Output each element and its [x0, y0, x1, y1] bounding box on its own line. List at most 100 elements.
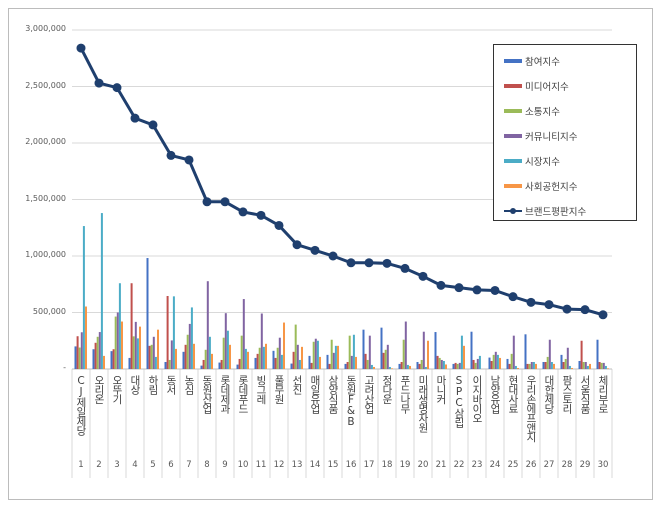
bar	[528, 363, 531, 369]
bar	[584, 361, 587, 369]
bar	[546, 356, 549, 369]
bar	[384, 349, 387, 369]
x-category-number: 26	[525, 460, 537, 470]
x-category-label: 매일유업	[309, 375, 321, 413]
line-point	[526, 297, 536, 307]
bar	[164, 361, 167, 369]
bar	[94, 342, 97, 369]
bar	[582, 361, 585, 369]
legend-label: 참여지수	[525, 57, 560, 68]
bar	[134, 321, 137, 369]
legend-item: 커뮤니티지수	[504, 129, 577, 143]
legend-item: 브랜드평판지수	[504, 204, 586, 218]
bar	[364, 353, 367, 369]
bar	[517, 367, 519, 369]
bar	[440, 359, 443, 369]
line-point	[544, 300, 554, 310]
bar	[247, 351, 249, 369]
x-category-label: 삼양식품	[327, 375, 339, 413]
bar	[402, 339, 405, 369]
bar	[146, 258, 149, 369]
x-category-number: 4	[132, 460, 138, 470]
bar	[276, 347, 279, 369]
bar	[240, 335, 243, 369]
bar	[236, 364, 239, 369]
bar	[272, 350, 275, 369]
y-tick-label: 1,000,000	[25, 250, 66, 259]
line-point	[94, 78, 104, 88]
bar	[168, 359, 171, 369]
bar	[132, 336, 135, 369]
bar	[418, 363, 421, 369]
bar	[506, 358, 509, 369]
bar	[348, 335, 351, 369]
bar	[550, 361, 553, 369]
bar	[548, 339, 551, 369]
x-category-label: 대상	[129, 375, 141, 394]
x-category-number: 12	[273, 460, 285, 470]
x-category-number: 20	[417, 460, 429, 470]
x-category-label: 서울식품	[579, 375, 591, 413]
x-category-label: 현대사료	[507, 375, 519, 413]
line-point	[292, 240, 302, 250]
x-category-number: 22	[453, 460, 465, 470]
bar	[148, 345, 151, 369]
bar	[514, 365, 517, 369]
legend-label: 브랜드평판지수	[525, 207, 587, 218]
line-point	[202, 197, 212, 207]
bar	[254, 357, 257, 369]
x-category-label: 롯데제과	[219, 375, 231, 413]
line-point	[490, 285, 500, 295]
bar	[112, 349, 115, 369]
x-category-number: 28	[561, 460, 573, 470]
line-point	[328, 251, 338, 261]
bar	[434, 332, 437, 369]
bar	[290, 363, 293, 369]
line-point	[184, 155, 194, 165]
bar	[274, 357, 277, 369]
x-category-label: 푸드나무	[399, 375, 411, 413]
bar	[170, 340, 173, 369]
bar	[242, 299, 245, 369]
legend-label: 사회공헌지수	[525, 182, 578, 193]
x-category-label: 남양유업	[489, 375, 501, 413]
bar	[472, 359, 475, 369]
bar	[278, 337, 281, 369]
x-category-number: 1	[78, 460, 84, 470]
y-tick-label: -	[63, 363, 66, 372]
x-category-label: 풀무원	[273, 375, 285, 404]
bar	[328, 363, 331, 369]
x-category-label: 롯데푸드	[237, 375, 249, 413]
bar	[118, 283, 121, 369]
x-category-number: 7	[186, 460, 192, 470]
bar	[600, 362, 603, 369]
x-category-number: 30	[597, 460, 609, 470]
x-category-label: 오뚜기	[111, 375, 123, 404]
bar	[458, 362, 461, 369]
legend-label: 소통지수	[525, 107, 560, 118]
bar	[188, 323, 191, 369]
bar	[542, 361, 545, 369]
x-category-label: 고려산업	[363, 375, 375, 413]
bar	[208, 336, 211, 369]
line-point	[508, 292, 518, 302]
bar	[202, 359, 205, 369]
bar	[416, 361, 419, 369]
legend-swatch	[504, 109, 522, 113]
bar	[512, 335, 515, 369]
x-category-label: SPC삼립	[453, 375, 465, 427]
bar	[218, 362, 221, 369]
line-point	[436, 280, 446, 290]
line-point	[256, 210, 266, 220]
bar	[420, 359, 423, 369]
x-category-label: 체리부로	[597, 375, 609, 413]
bar	[334, 345, 337, 369]
line-point	[400, 263, 410, 273]
x-category-label: 하림	[147, 375, 159, 394]
bar	[319, 356, 321, 369]
bar	[346, 361, 349, 369]
bar	[496, 354, 499, 369]
line-point	[364, 258, 374, 268]
x-category-label: CJ제일제당	[75, 375, 87, 435]
bar	[157, 329, 159, 369]
